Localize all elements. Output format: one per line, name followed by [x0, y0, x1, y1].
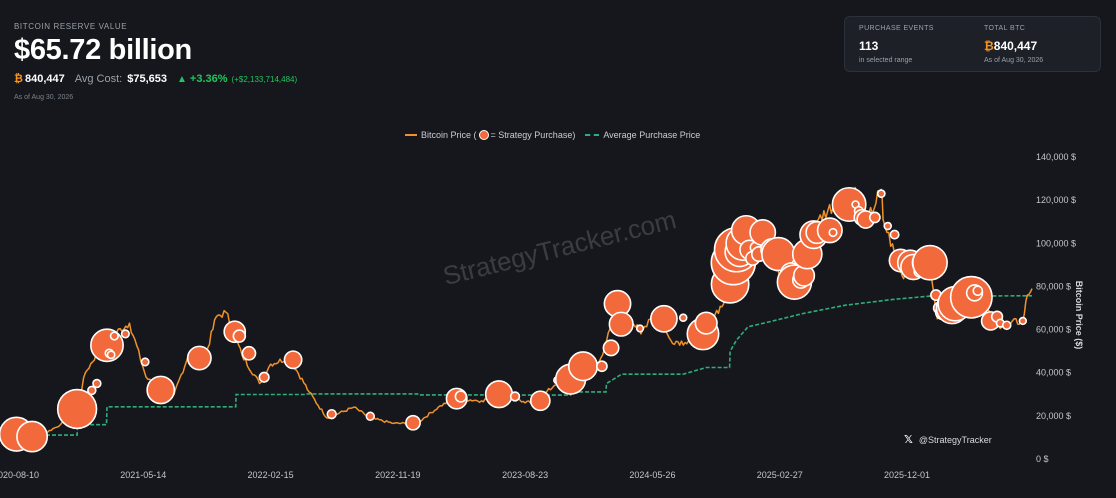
- purchase-bubble: [694, 311, 718, 335]
- y-tick-label: 60,000 $: [1036, 325, 1071, 335]
- btc-amount: 840,447: [24, 73, 65, 85]
- purchase-bubble: [405, 414, 421, 431]
- purchase-events-label: PURCHASE EVENTS: [859, 25, 934, 32]
- y-tick-label: 0 $: [1036, 454, 1049, 464]
- change-absolute: (+$2,133,714,484): [231, 74, 298, 84]
- purchase-bubble: [567, 351, 599, 382]
- bitcoin-icon: ₿: [984, 39, 994, 53]
- purchase-bubble: [883, 221, 893, 231]
- handle-text: @StrategyTracker: [918, 434, 992, 445]
- avg-cost-value: $75,653: [127, 73, 167, 85]
- purchase-bubble: [140, 357, 150, 367]
- purchase-bubble: [602, 339, 620, 357]
- total-btc-value: 840,447: [993, 39, 1038, 53]
- purchase-bubble: [608, 311, 634, 337]
- reserve-value-label: BITCOIN RESERVE VALUE: [14, 22, 128, 31]
- purchase-bubble: [454, 390, 468, 403]
- purchase-bubble: [258, 371, 270, 383]
- triangle-up-icon: ▲: [177, 73, 187, 85]
- y-tick-label: 40,000 $: [1036, 368, 1071, 378]
- purchase-bubble: [828, 227, 838, 238]
- author-handle: 𝕏 @StrategyTracker: [904, 433, 992, 446]
- purchase-bubble: [56, 388, 98, 430]
- purchase-bubble-icon: [478, 130, 489, 140]
- purchase-bubble: [326, 408, 337, 420]
- x-tick-label: 2022-02-15: [248, 470, 294, 480]
- reserve-stats-row: ₿ 840,447 Avg Cost: $75,653 ▲ +3.36% (+$…: [14, 73, 297, 85]
- total-btc-label: TOTAL BTC: [984, 25, 1026, 32]
- purchase-bubble: [146, 375, 176, 405]
- purchase-bubble: [120, 329, 130, 339]
- purchase-bubble: [1018, 316, 1028, 326]
- purchase-bubble: [186, 345, 212, 371]
- purchase-bubble: [365, 411, 376, 422]
- y-axis-label: Bitcoin Price ($): [1074, 280, 1084, 350]
- y-tick-label: 20,000 $: [1036, 411, 1071, 421]
- chart-legend: Bitcoin Price ( = Strategy Purchase) Ave…: [405, 130, 700, 140]
- x-tick-label: 2022-11-19: [375, 470, 420, 480]
- purchase-bubble: [241, 345, 257, 361]
- purchase-bubble: [912, 244, 948, 281]
- x-tick-label: 2024-05-26: [629, 470, 675, 480]
- average-purchase-price-line: [16, 294, 1033, 436]
- purchase-bubble: [635, 324, 645, 333]
- purchase-bubble: [972, 285, 984, 297]
- price-line-swatch: [405, 134, 417, 136]
- total-btc-sub: As of Aug 30, 2026: [984, 57, 1044, 64]
- purchase-bubble: [529, 390, 551, 412]
- purchase-bubble: [484, 380, 514, 409]
- reserve-as-of-date: As of Aug 30, 2026: [14, 94, 74, 101]
- total-btc-value-row: ₿840,447: [984, 39, 1037, 53]
- y-tick-label: 80,000 $: [1036, 281, 1071, 291]
- purchase-bubble: [106, 350, 116, 360]
- purchase-bubble: [1001, 320, 1012, 331]
- purchase-bubble: [876, 189, 886, 199]
- purchase-bubble: [232, 329, 247, 343]
- purchase-bubble: [92, 378, 102, 389]
- purchase-bubble: [868, 211, 881, 224]
- purchase-bubble: [16, 420, 49, 453]
- legend-avg: Average Purchase Price: [603, 130, 701, 140]
- purchase-bubble: [678, 313, 688, 323]
- y-tick-label: 120,000 $: [1036, 195, 1076, 205]
- purchase-events-value: 113: [859, 39, 879, 53]
- stats-card: PURCHASE EVENTS 113 in selected range TO…: [844, 16, 1101, 72]
- x-logo-icon: 𝕏: [904, 434, 913, 446]
- reserve-value: $65.72 billion: [14, 34, 192, 66]
- bitcoin-icon: ₿: [14, 73, 23, 85]
- legend-price-prefix: Bitcoin Price (: [421, 130, 477, 140]
- avg-line-swatch: [585, 134, 600, 136]
- purchase-bubble: [650, 304, 678, 333]
- y-tick-label: 100,000 $: [1036, 238, 1076, 248]
- legend-price-suffix: = Strategy Purchase): [490, 130, 576, 140]
- purchase-bubble: [595, 360, 608, 373]
- avg-cost-label: Avg Cost:: [74, 73, 123, 85]
- purchase-bubble: [87, 385, 97, 396]
- x-tick-label: 2023-08-23: [502, 470, 548, 480]
- x-tick-label: 2025-02-27: [757, 470, 803, 480]
- purchase-bubble: [509, 391, 521, 402]
- x-tick-label: 2021-05-14: [120, 470, 166, 480]
- change-percent: +3.36%: [189, 73, 228, 85]
- purchase-bubble: [889, 229, 900, 240]
- purchase-bubble: [109, 331, 119, 341]
- y-tick-label: 140,000 $: [1036, 152, 1076, 162]
- purchase-events-sub: in selected range: [859, 57, 913, 64]
- x-tick-label: 2025-12-01: [884, 470, 930, 480]
- x-tick-label: 2020-08-10: [0, 470, 39, 480]
- purchase-bubble: [283, 350, 303, 370]
